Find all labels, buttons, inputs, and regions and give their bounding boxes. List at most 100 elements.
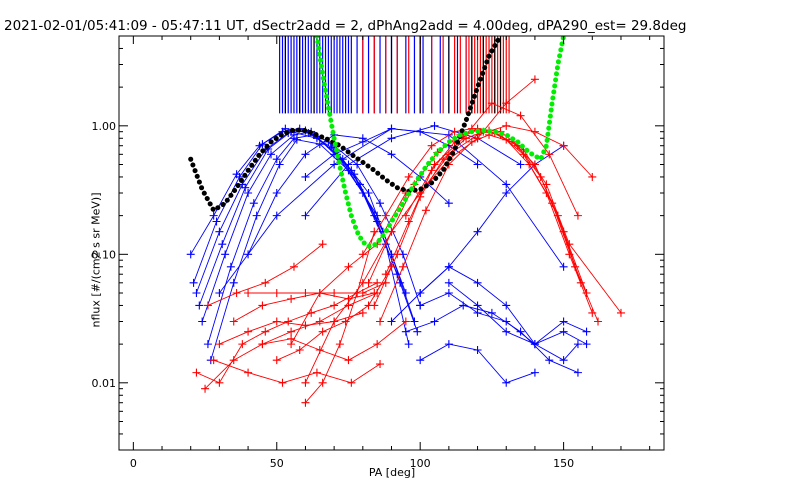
blue-plus-marker [387, 317, 396, 326]
red-plus-marker [238, 340, 247, 349]
blue-plus-marker [275, 160, 284, 169]
blue-plus-marker [444, 199, 453, 208]
red-plus-marker [192, 368, 201, 377]
blue-plus-marker [444, 288, 453, 297]
red-plus-marker [616, 308, 625, 317]
red-plus-marker [358, 250, 367, 259]
red-series-line [248, 282, 386, 294]
blue-plus-marker [502, 317, 511, 326]
red-plus-marker [421, 206, 430, 215]
blue-plus-marker [545, 356, 554, 365]
red-series-line [213, 359, 381, 384]
red-tick-rug [362, 36, 510, 114]
blue-plus-marker [416, 356, 425, 365]
blue-plus-marker [487, 308, 496, 317]
red-plus-marker [573, 211, 582, 220]
red-plus-marker [229, 317, 238, 326]
blue-plus-marker [244, 189, 253, 198]
blue-plus-marker [430, 317, 439, 326]
red-plus-marker [287, 327, 296, 336]
blue-plus-marker [444, 262, 453, 271]
blue-plus-marker [344, 160, 353, 169]
red-plus-marker [203, 301, 212, 310]
red-plus-marker [244, 368, 253, 377]
blue-plus-marker [473, 227, 482, 236]
red-plus-marker [330, 288, 339, 297]
blue-plus-marker [292, 135, 301, 144]
red-plus-marker [261, 327, 270, 336]
red-plus-marker [258, 340, 267, 349]
blue-plus-marker [387, 124, 396, 133]
blue-plus-marker [186, 250, 195, 259]
red-plus-marker [261, 278, 270, 287]
blue-plus-marker [212, 217, 221, 226]
green-fit-line [314, 36, 567, 249]
red-plus-marker [318, 240, 327, 249]
blue-plus-marker [301, 172, 310, 181]
red-plus-marker [287, 294, 296, 303]
data-layer [186, 36, 625, 407]
blue-plus-marker [373, 211, 382, 220]
blue-plus-marker [530, 368, 539, 377]
red-plus-marker [301, 321, 310, 330]
blue-plus-marker [473, 160, 482, 169]
red-plus-marker [542, 180, 551, 189]
red-plus-marker [215, 378, 224, 387]
red-series-line [305, 231, 375, 403]
red-plus-marker [594, 317, 603, 326]
blue-plus-marker [444, 278, 453, 287]
red-plus-marker [381, 278, 390, 287]
blue-plus-marker [473, 308, 482, 317]
red-plus-marker [258, 301, 267, 310]
red-plus-marker [588, 172, 597, 181]
red-plus-marker [376, 317, 385, 326]
blue-plus-marker [516, 160, 525, 169]
red-plus-marker [576, 278, 585, 287]
blue-plus-marker [413, 327, 422, 336]
red-plus-marker [559, 141, 568, 150]
red-plus-marker [301, 378, 310, 387]
red-plus-marker [427, 141, 436, 150]
black-fit-line [188, 36, 503, 213]
blue-plus-marker [192, 288, 201, 297]
blue-plus-marker [330, 160, 339, 169]
red-plus-marker [565, 240, 574, 249]
blue-plus-marker [502, 189, 511, 198]
blue-plus-marker [516, 327, 525, 336]
x-axis-label: PA [deg] [368, 466, 416, 479]
red-series-line [233, 292, 375, 322]
chart-title: 2021-02-01/05:41:09 - 05:47:11 UT, dSect… [4, 18, 687, 34]
blue-plus-marker [416, 301, 425, 310]
blue-series-line [391, 266, 579, 361]
blue-plus-marker [530, 340, 539, 349]
red-series-line [219, 312, 363, 345]
red-plus-marker [370, 227, 379, 236]
red-plus-marker [318, 378, 327, 387]
blue-plus-marker [258, 140, 267, 149]
blue-plus-marker [444, 340, 453, 349]
red-plus-marker [272, 356, 281, 365]
red-plus-marker [341, 317, 350, 326]
red-plus-marker [387, 262, 396, 271]
blue-plus-marker [559, 262, 568, 271]
blue-plus-marker [502, 327, 511, 336]
blue-plus-marker [582, 340, 591, 349]
red-plus-marker [215, 340, 224, 349]
red-series [192, 75, 625, 407]
red-plus-marker [272, 288, 281, 297]
red-plus-marker [430, 160, 439, 169]
red-plus-marker [487, 99, 496, 108]
red-plus-marker [404, 172, 413, 181]
blue-plus-marker [364, 189, 373, 198]
blue-plus-marker [358, 137, 367, 146]
blue-plus-marker [209, 211, 218, 220]
blue-plus-marker [582, 327, 591, 336]
blue-plus-marker [272, 155, 281, 164]
blue-plus-marker [215, 288, 224, 297]
red-series-line [276, 266, 392, 361]
red-plus-marker [347, 378, 356, 387]
y-tick-label: 0.01 [92, 377, 117, 390]
red-plus-marker [473, 134, 482, 143]
blue-plus-marker [404, 340, 413, 349]
